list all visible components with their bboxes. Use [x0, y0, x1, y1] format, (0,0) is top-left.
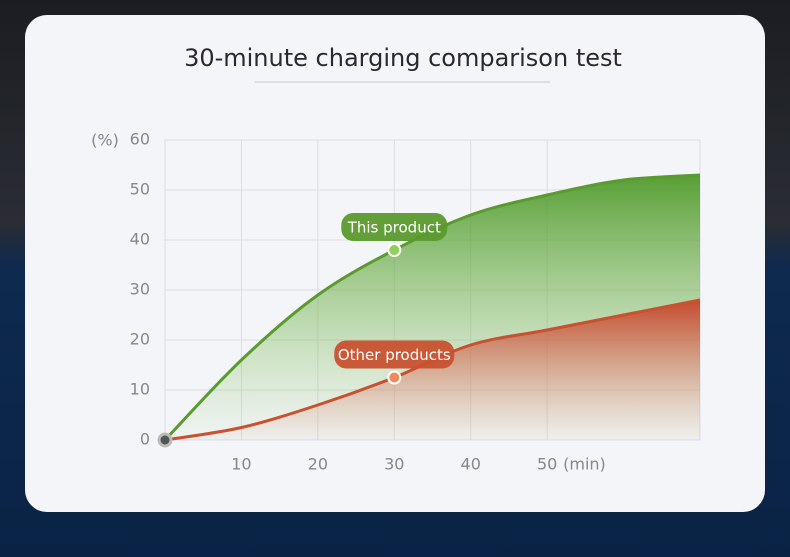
y-tick-label: 50	[130, 180, 150, 199]
x-tick-label: 40	[461, 455, 481, 474]
point	[387, 243, 402, 257]
y-tick-label: 40	[130, 230, 150, 249]
y-unit: (%)	[91, 131, 119, 150]
legend-label: This product	[347, 219, 441, 237]
x-unit: (min)	[563, 455, 606, 474]
y-tick-label: 20	[130, 330, 150, 349]
chart-title: 30-minute charging comparison test	[184, 44, 622, 72]
legend-label: Other products	[338, 346, 451, 364]
x-tick-label: 20	[308, 455, 328, 474]
y-tick-label: 0	[140, 430, 150, 449]
callout	[334, 340, 455, 369]
y-tick-label: 60	[130, 130, 150, 149]
y-tick-label: 10	[130, 380, 150, 399]
x-tick-label: 50	[537, 455, 557, 474]
callout	[341, 213, 448, 241]
y-tick-label: 30	[130, 280, 150, 299]
area	[165, 300, 700, 440]
x-tick-label: 10	[231, 455, 251, 474]
origin-dot	[157, 432, 173, 448]
point	[387, 370, 402, 385]
x-tick-label: 30	[384, 455, 404, 474]
